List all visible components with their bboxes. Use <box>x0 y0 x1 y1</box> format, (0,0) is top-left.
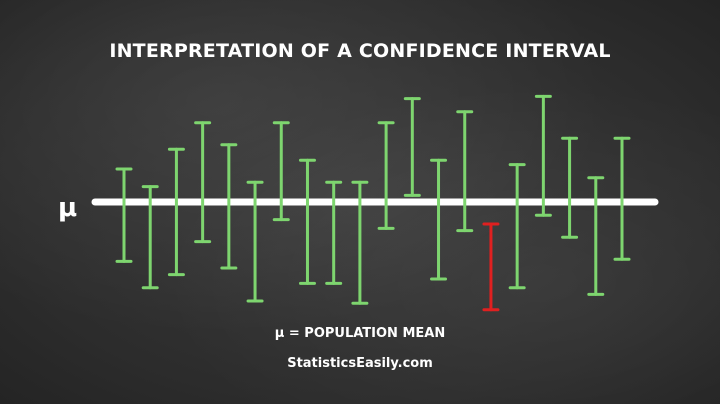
website-label: StatisticsEasily.com <box>287 356 433 371</box>
interval-covering-mean <box>167 147 185 277</box>
interval-covering-mean <box>220 143 238 270</box>
interval-covering-mean <box>456 110 474 233</box>
interval-covering-mean <box>141 185 159 290</box>
chart-title: INTERPRETATION OF A CONFIDENCE INTERVAL <box>109 40 611 62</box>
interval-covering-mean <box>298 158 316 285</box>
interval-covering-mean <box>246 180 264 303</box>
legend-caption: μ = POPULATION MEAN <box>274 326 446 341</box>
interval-covering-mean <box>325 180 343 285</box>
interval-covering-mean <box>272 121 290 222</box>
interval-covering-mean <box>534 94 552 217</box>
interval-covering-mean <box>194 121 212 244</box>
interval-missing-mean <box>482 222 500 312</box>
interval-covering-mean <box>377 121 395 230</box>
mean-symbol-label: μ <box>58 193 78 223</box>
interval-covering-mean <box>430 158 448 281</box>
interval-covering-mean <box>115 167 133 263</box>
interval-covering-mean <box>508 163 526 290</box>
interval-covering-mean <box>561 136 579 239</box>
interval-covering-mean <box>351 180 369 305</box>
interval-covering-mean <box>587 176 605 296</box>
interval-covering-mean <box>403 97 421 197</box>
interval-covering-mean <box>613 136 631 261</box>
interval-group <box>115 94 631 312</box>
